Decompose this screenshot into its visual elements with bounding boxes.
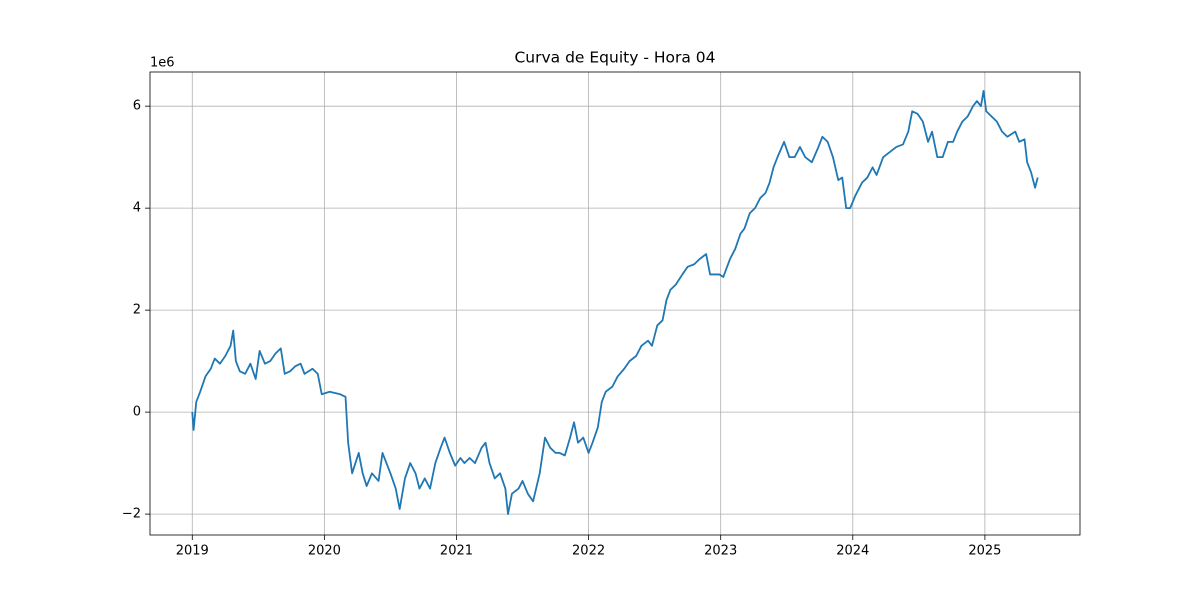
y-offset-label: 1e6 <box>150 56 175 71</box>
x-tick-label: 2020 <box>308 544 341 559</box>
x-tick-label: 2023 <box>704 544 737 559</box>
chart-title: Curva de Equity - Hora 04 <box>514 49 715 67</box>
y-tick-label: 2 <box>133 303 141 318</box>
y-tick-label: −2 <box>122 507 141 522</box>
plot-frame <box>149 71 1081 536</box>
x-tick-label: 2019 <box>176 544 209 559</box>
x-tick-label: 2024 <box>836 544 869 559</box>
y-tick-label: 6 <box>133 99 141 114</box>
x-tick-label: 2025 <box>968 544 1001 559</box>
x-tick-label: 2022 <box>572 544 605 559</box>
y-tick-label: 0 <box>133 405 141 420</box>
equity-line <box>191 89 1039 515</box>
y-tick-label: 4 <box>133 201 141 216</box>
x-tick-label: 2021 <box>440 544 473 559</box>
